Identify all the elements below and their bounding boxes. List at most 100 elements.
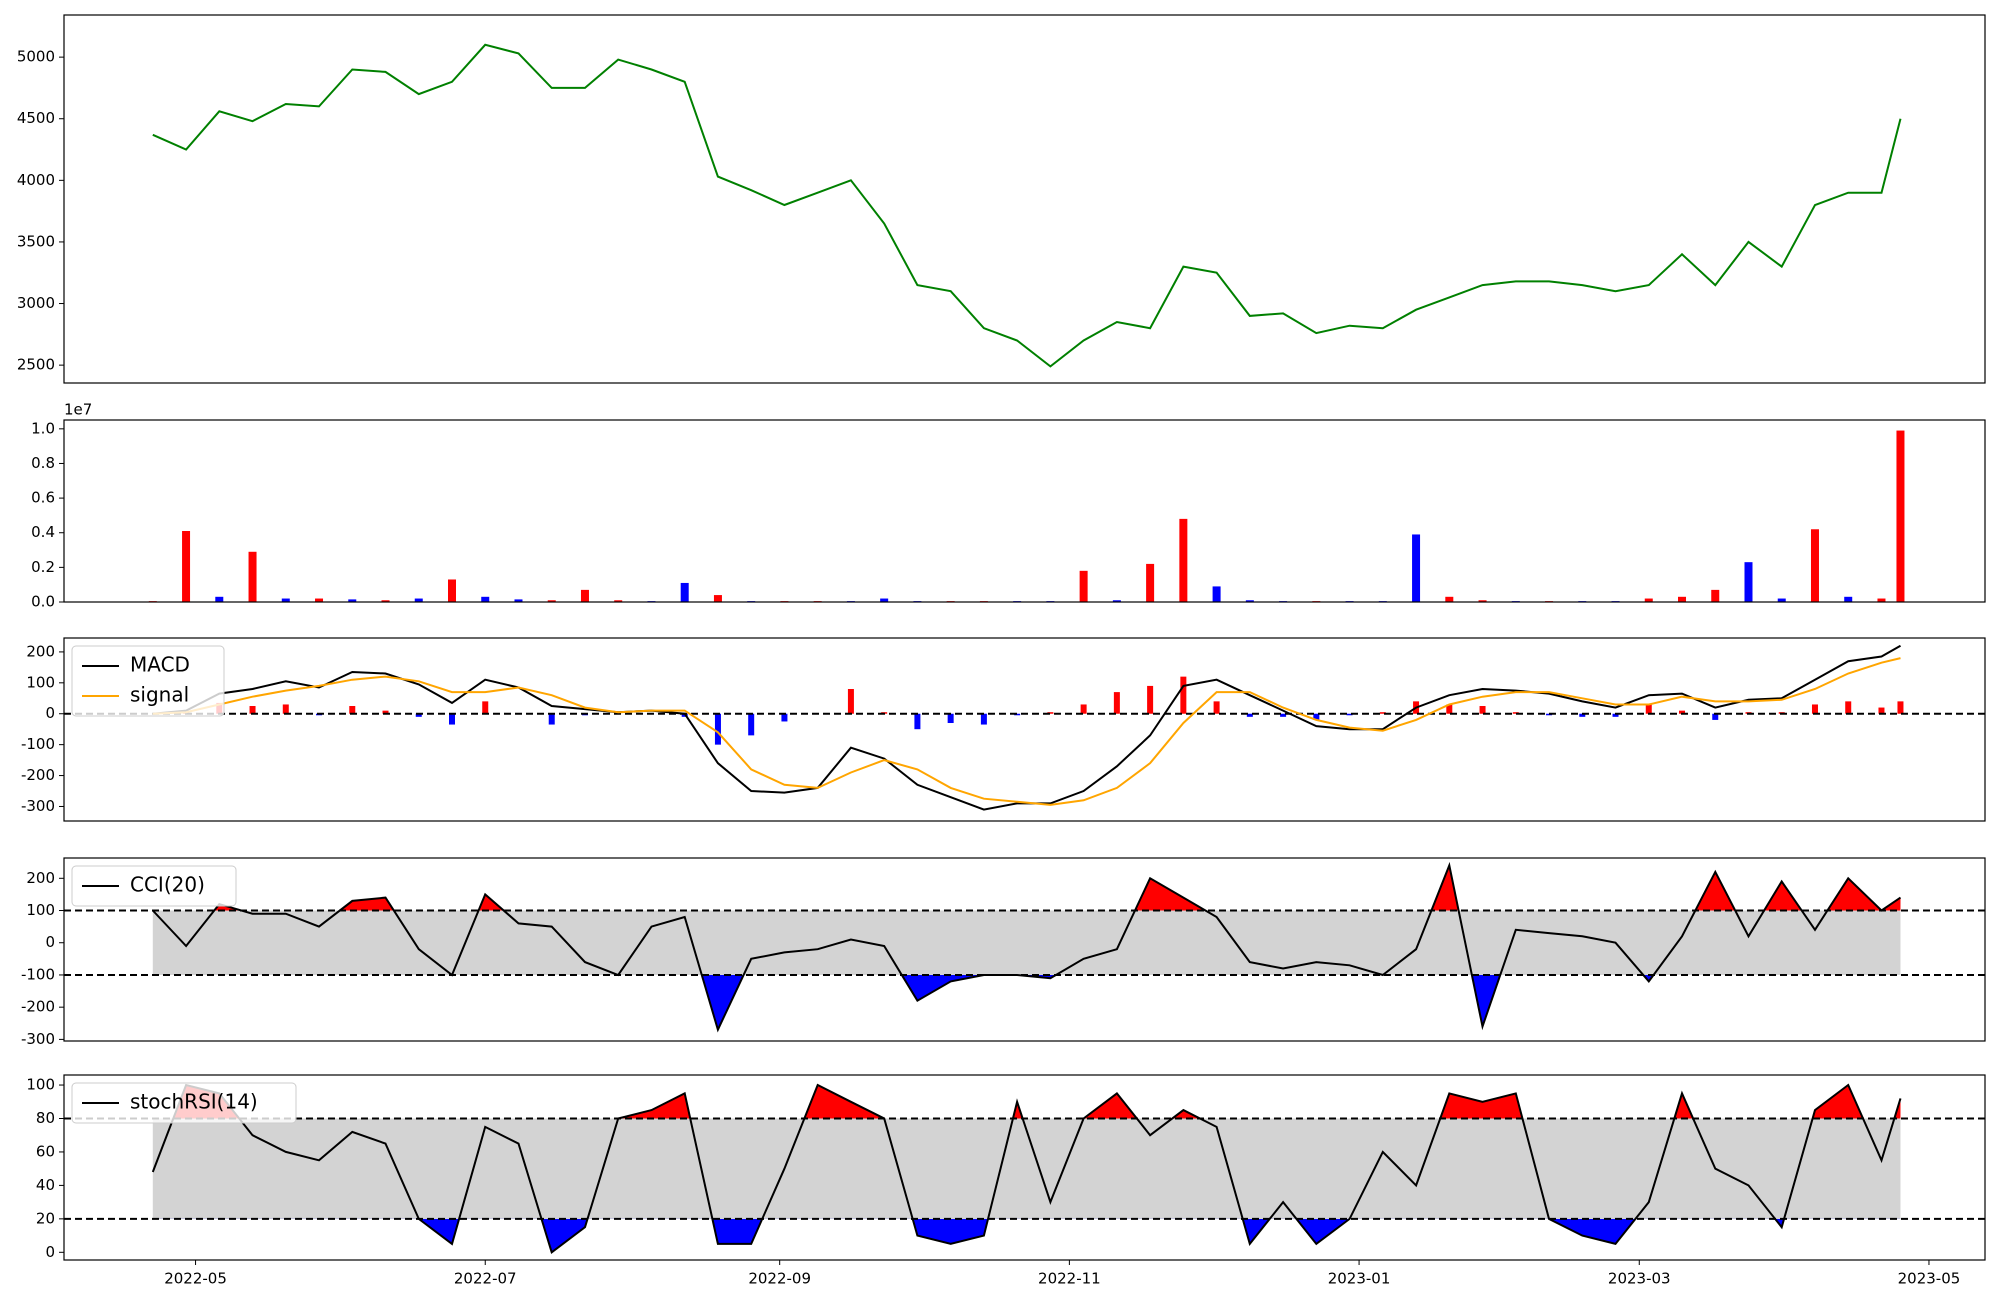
volume-bar (1179, 518, 1188, 602)
volume-bar (1112, 600, 1121, 602)
volume-bar (315, 598, 324, 602)
plot-frame (63, 857, 1986, 1042)
y-tick-label: 100 (26, 1076, 55, 1094)
legend-label: stochRSI(14) (130, 1090, 258, 1114)
histogram-bar (1246, 713, 1253, 717)
histogram-bar (1446, 704, 1453, 714)
y-tick-label: 2500 (17, 356, 55, 374)
y-tick-label: 0 (45, 704, 55, 722)
histogram-bar (448, 713, 455, 725)
histogram-bar (1346, 713, 1353, 716)
panel (148, 430, 1905, 602)
histogram-bar (1080, 704, 1087, 714)
x-tick-label: 2023-01 (1328, 1270, 1391, 1288)
y-tick-label: 100 (26, 901, 55, 919)
histogram-bar (1512, 712, 1519, 714)
legend-label: CCI(20) (130, 873, 205, 897)
y-tick-label: 60 (36, 1142, 55, 1160)
histogram-bar (548, 713, 555, 725)
plot-frame (63, 637, 1986, 822)
volume-bar (1445, 596, 1454, 602)
histogram-bar (1479, 706, 1486, 714)
series-line (151, 1083, 1902, 1254)
volume-bar (1810, 529, 1819, 602)
histogram-bar (1147, 685, 1154, 714)
neutral-band (152, 910, 1901, 975)
y-tick-label: 0.4 (31, 523, 55, 541)
histogram-bar (349, 706, 356, 714)
y-tick-label: 0.6 (31, 489, 55, 507)
plot-frame (63, 419, 1986, 603)
series-line (152, 657, 1901, 806)
panel (152, 43, 1902, 368)
volume-bar (1212, 586, 1221, 602)
histogram-bar (1897, 701, 1904, 714)
histogram-bar (781, 713, 788, 722)
volume-bar (614, 600, 623, 602)
legend-label: MACD (130, 653, 190, 677)
volume-bar (580, 589, 589, 602)
y-tick-label: 4000 (17, 171, 55, 189)
y-tick-label: 20 (36, 1209, 55, 1227)
histogram-bar (1679, 710, 1686, 714)
histogram-bar (1878, 707, 1885, 714)
volume-bar (248, 551, 257, 602)
y-tick-label: 0.8 (31, 454, 55, 472)
legend: CCI(20) (71, 865, 237, 907)
histogram-bar (1014, 713, 1021, 716)
volume-bar (1711, 589, 1720, 602)
x-tick-label: 2023-03 (1608, 1270, 1671, 1288)
legend-box (71, 1082, 297, 1124)
histogram-bar (1280, 713, 1287, 717)
volume-bar (1744, 562, 1753, 602)
x-tick-label: 2022-07 (454, 1270, 517, 1288)
histogram-bar (1379, 712, 1386, 714)
histogram-bar (1811, 704, 1818, 714)
volume-bar (348, 599, 357, 602)
x-tick-label: 2022-11 (1038, 1270, 1101, 1288)
plot-frame (63, 1074, 1986, 1261)
legend-box (71, 865, 237, 907)
histogram-bar (1047, 712, 1054, 714)
y-tick-label: -100 (21, 965, 55, 983)
plot-frame (63, 14, 1986, 384)
y-tick-label: 0 (45, 933, 55, 951)
volume-bar (1678, 596, 1687, 602)
histogram-bar (1712, 713, 1719, 720)
y-tick-label: 3500 (17, 232, 55, 250)
y-tick-label: -200 (21, 998, 55, 1016)
histogram-bar (1612, 713, 1619, 717)
y-tick-label: 1.0 (31, 419, 55, 437)
y-tick-label: 0 (45, 1243, 55, 1261)
volume-bar (1478, 600, 1487, 602)
x-tick-label: 2022-09 (748, 1270, 811, 1288)
histogram-bar (1213, 701, 1220, 714)
histogram-bar (1579, 713, 1586, 717)
y-tick-label: 4500 (17, 109, 55, 127)
histogram-bar (1645, 704, 1652, 714)
overbought-fill (152, 1085, 1901, 1119)
volume-bar (1844, 596, 1853, 602)
histogram-bar (847, 689, 854, 714)
volume-bar (447, 579, 456, 602)
histogram-bar (382, 710, 389, 714)
y-tick-label: 200 (26, 869, 55, 887)
legend-label: signal (130, 683, 189, 707)
y-tick-label: -100 (21, 735, 55, 753)
y-tick-label: -200 (21, 766, 55, 784)
histogram-bar (1845, 701, 1852, 714)
y-tick-label: 40 (36, 1176, 55, 1194)
y-tick-label: 0.2 (31, 558, 55, 576)
x-tick-label: 2022-05 (164, 1270, 227, 1288)
volume-bar (215, 596, 224, 602)
histogram-bar (415, 713, 422, 717)
panel (64, 644, 1985, 811)
histogram-bar (947, 713, 954, 724)
series-line (152, 861, 1902, 1033)
legend: MACD signal (71, 645, 225, 717)
volume-bar (1146, 563, 1155, 602)
panel (64, 861, 1985, 1033)
histogram-bar (714, 713, 721, 745)
